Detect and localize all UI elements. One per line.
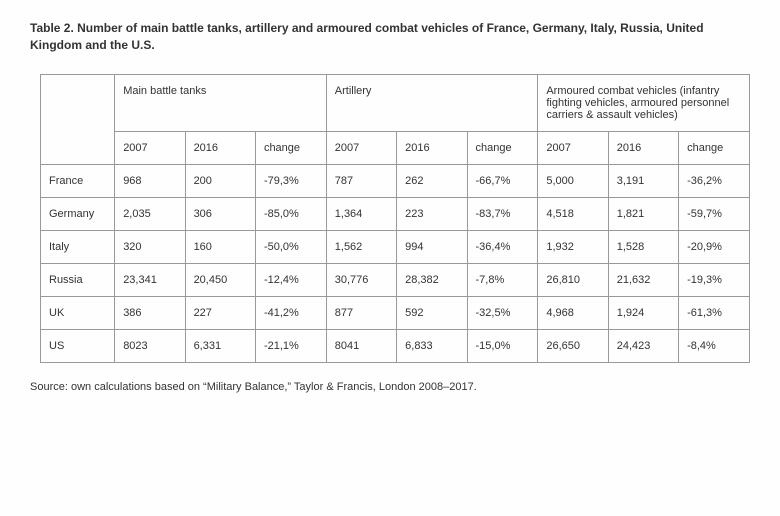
data-cell: -41,2% [255,296,326,329]
data-cell: 592 [397,296,467,329]
row-label: UK [41,296,115,329]
data-cell: 1,364 [326,197,396,230]
data-cell: 968 [115,164,185,197]
table-row: UK 386 227 -41,2% 877 592 -32,5% 4,968 1… [41,296,750,329]
data-cell: 23,341 [115,263,185,296]
data-cell: 227 [185,296,255,329]
group-header-artillery: Artillery [326,74,538,131]
data-cell: -7,8% [467,263,538,296]
data-cell: -12,4% [255,263,326,296]
table-title: Table 2. Number of main battle tanks, ar… [30,20,750,54]
data-cell: 1,562 [326,230,396,263]
source-note: Source: own calculations based on “Milit… [30,381,750,393]
data-cell: 200 [185,164,255,197]
table-row: Russia 23,341 20,450 -12,4% 30,776 28,38… [41,263,750,296]
data-cell: -83,7% [467,197,538,230]
data-cell: 1,528 [608,230,678,263]
data-cell: -50,0% [255,230,326,263]
data-cell: 30,776 [326,263,396,296]
data-cell: 1,924 [608,296,678,329]
data-cell: 386 [115,296,185,329]
sub-header: 2007 [326,131,396,164]
data-cell: 8041 [326,329,396,362]
sub-header: change [679,131,750,164]
data-cell: 1,821 [608,197,678,230]
data-cell: 26,650 [538,329,608,362]
sub-header: change [467,131,538,164]
corner-cell [41,74,115,164]
data-table: Main battle tanks Artillery Armoured com… [40,74,750,363]
row-label: France [41,164,115,197]
data-cell: -79,3% [255,164,326,197]
table-row: US 8023 6,331 -21,1% 8041 6,833 -15,0% 2… [41,329,750,362]
sub-header-row: 2007 2016 change 2007 2016 change 2007 2… [41,131,750,164]
sub-header: 2016 [397,131,467,164]
row-label: Russia [41,263,115,296]
sub-header: 2016 [608,131,678,164]
group-header-row: Main battle tanks Artillery Armoured com… [41,74,750,131]
data-cell: 262 [397,164,467,197]
data-cell: 3,191 [608,164,678,197]
data-cell: -19,3% [679,263,750,296]
sub-header: change [255,131,326,164]
data-cell: -8,4% [679,329,750,362]
data-cell: 4,968 [538,296,608,329]
sub-header: 2016 [185,131,255,164]
data-cell: -15,0% [467,329,538,362]
data-cell: 2,035 [115,197,185,230]
sub-header: 2007 [538,131,608,164]
data-cell: -21,1% [255,329,326,362]
data-cell: 223 [397,197,467,230]
data-cell: 6,331 [185,329,255,362]
group-header-tanks: Main battle tanks [115,74,327,131]
data-cell: 20,450 [185,263,255,296]
sub-header: 2007 [115,131,185,164]
data-cell: -66,7% [467,164,538,197]
data-cell: 24,423 [608,329,678,362]
table-body: France 968 200 -79,3% 787 262 -66,7% 5,0… [41,164,750,362]
row-label: Germany [41,197,115,230]
data-cell: 4,518 [538,197,608,230]
data-cell: -20,9% [679,230,750,263]
row-label: US [41,329,115,362]
data-cell: -36,4% [467,230,538,263]
data-cell: 1,932 [538,230,608,263]
data-cell: -36,2% [679,164,750,197]
table-row: Germany 2,035 306 -85,0% 1,364 223 -83,7… [41,197,750,230]
data-cell: 5,000 [538,164,608,197]
data-cell: 787 [326,164,396,197]
group-header-acv: Armoured combat vehicles (infantry fight… [538,74,750,131]
data-cell: 320 [115,230,185,263]
data-cell: 8023 [115,329,185,362]
data-cell: 160 [185,230,255,263]
data-cell: 21,632 [608,263,678,296]
data-cell: -85,0% [255,197,326,230]
data-cell: 877 [326,296,396,329]
data-cell: 306 [185,197,255,230]
data-cell: 994 [397,230,467,263]
data-cell: -61,3% [679,296,750,329]
table-row: France 968 200 -79,3% 787 262 -66,7% 5,0… [41,164,750,197]
data-cell: -59,7% [679,197,750,230]
row-label: Italy [41,230,115,263]
data-cell: -32,5% [467,296,538,329]
data-cell: 6,833 [397,329,467,362]
table-row: Italy 320 160 -50,0% 1,562 994 -36,4% 1,… [41,230,750,263]
data-cell: 28,382 [397,263,467,296]
data-cell: 26,810 [538,263,608,296]
